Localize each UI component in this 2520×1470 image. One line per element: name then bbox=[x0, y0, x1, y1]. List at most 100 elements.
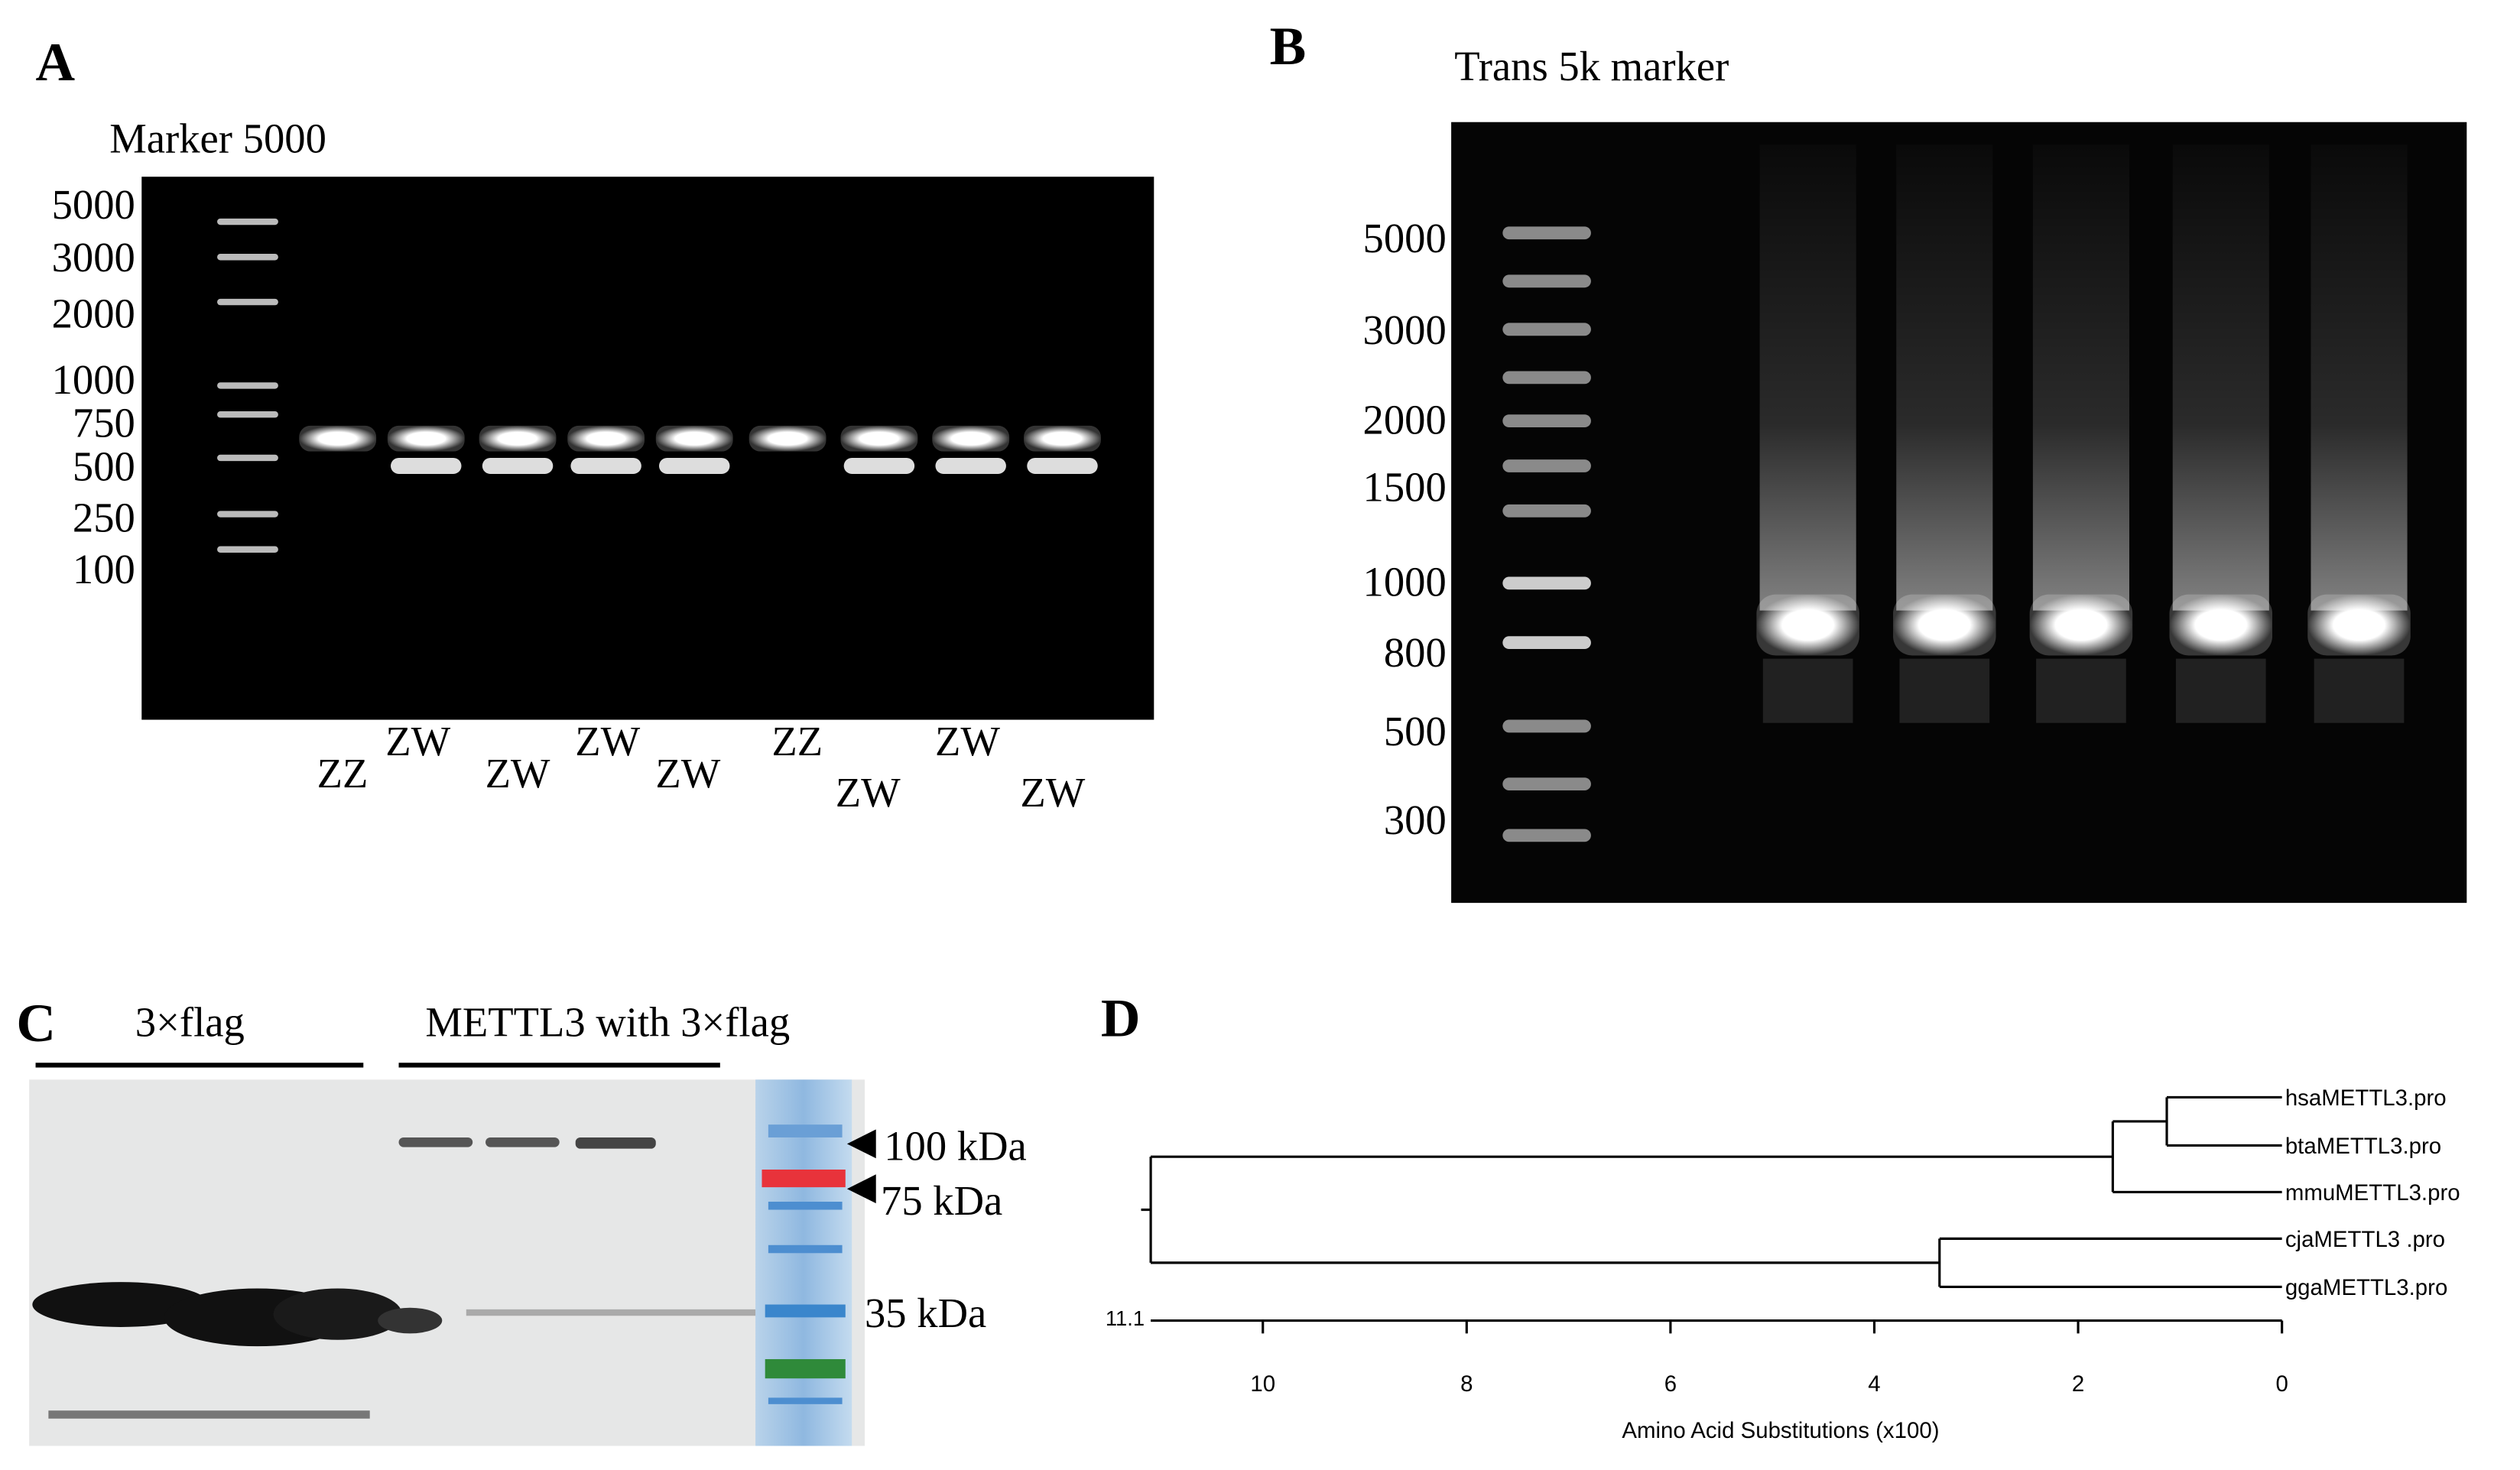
ladder-label: 1500 bbox=[1363, 464, 1447, 511]
x-tick-label: 4 bbox=[1868, 1371, 1880, 1397]
protein-ladder bbox=[755, 1079, 852, 1446]
arrows bbox=[846, 1129, 876, 1204]
ladder-band bbox=[1502, 323, 1591, 336]
ladder-band bbox=[1502, 829, 1591, 842]
dna-band bbox=[567, 425, 645, 452]
ladder-band bbox=[217, 411, 278, 418]
ladder-band bbox=[1502, 719, 1591, 733]
lane-label: ZW bbox=[385, 718, 450, 764]
ladder-band bbox=[1502, 274, 1591, 288]
x-tick-label: 8 bbox=[1460, 1371, 1473, 1397]
panel-label: D bbox=[1101, 988, 1141, 1049]
x-tick-label: 2 bbox=[2072, 1371, 2084, 1397]
leaf-label: cjaMETTL3 .pro bbox=[2285, 1227, 2445, 1252]
size-label: 100 kDa bbox=[884, 1122, 1027, 1169]
leaf-label: btaMETTL3.pro bbox=[2285, 1134, 2441, 1159]
dna-band bbox=[299, 425, 377, 452]
panel-title: Marker 5000 bbox=[109, 115, 326, 162]
lane-label: ZZ bbox=[771, 718, 823, 764]
ladder-band bbox=[1502, 414, 1591, 428]
dna-band bbox=[2029, 594, 2133, 656]
ladder-band bbox=[1502, 459, 1591, 472]
size-label: 75 kDa bbox=[881, 1177, 1002, 1224]
scale-root: 11.1 bbox=[1106, 1306, 1145, 1330]
smear bbox=[2314, 658, 2405, 723]
ladder-label: 100 bbox=[73, 546, 135, 592]
lane-label: ZW bbox=[575, 718, 640, 764]
ladder-band bbox=[1502, 576, 1591, 590]
dna-band bbox=[479, 425, 557, 452]
ladder-label: 1000 bbox=[1363, 559, 1447, 605]
ladder-band bbox=[1502, 777, 1591, 791]
smear bbox=[2172, 144, 2269, 611]
smear bbox=[2311, 144, 2408, 611]
ladder-band bbox=[217, 546, 278, 553]
dna-band bbox=[655, 425, 733, 452]
ladder-label: 750 bbox=[73, 400, 135, 446]
ladder-band bbox=[1502, 636, 1591, 650]
dna-band bbox=[570, 457, 641, 474]
smear bbox=[2036, 658, 2126, 723]
ladder-label: 2000 bbox=[1363, 396, 1447, 443]
ladder-label: 3000 bbox=[52, 234, 135, 281]
group-label: METTL3 with 3×flag bbox=[425, 999, 790, 1046]
ladder-label: 300 bbox=[1384, 797, 1447, 843]
dna-band bbox=[391, 457, 462, 474]
dna-band bbox=[658, 457, 730, 474]
dna-band bbox=[1024, 425, 1101, 452]
dna-band bbox=[2307, 594, 2411, 656]
lane-label: ZZ bbox=[317, 750, 369, 797]
lane-label: ZW bbox=[836, 769, 901, 816]
dna-band bbox=[749, 425, 826, 452]
ladder-band bbox=[1502, 504, 1591, 518]
dna-band bbox=[1027, 457, 1098, 474]
ladder-label: 1000 bbox=[52, 356, 135, 403]
dna-band bbox=[843, 457, 915, 474]
lane-label: ZW bbox=[935, 718, 1000, 764]
x-tick-label: 0 bbox=[2275, 1371, 2288, 1397]
leaf-label: mmuMETTL3.pro bbox=[2285, 1180, 2460, 1206]
ladder-band bbox=[217, 218, 278, 226]
ladder-label: 500 bbox=[73, 443, 135, 489]
leaf-label: hsaMETTL3.pro bbox=[2285, 1085, 2447, 1111]
panel-label: B bbox=[1270, 16, 1307, 76]
dna-band bbox=[935, 457, 1006, 474]
ladder-band bbox=[217, 254, 278, 261]
blot bbox=[29, 1079, 865, 1446]
smear bbox=[1759, 144, 1856, 611]
lane-label: ZW bbox=[655, 750, 720, 797]
ladder-band bbox=[217, 454, 278, 462]
size-label: 35 kDa bbox=[865, 1290, 986, 1336]
ladder-label: 2000 bbox=[52, 290, 135, 337]
ladder-band bbox=[217, 298, 278, 306]
dna-band bbox=[1893, 594, 1996, 656]
ladder-label: 3000 bbox=[1363, 307, 1447, 353]
smear bbox=[1896, 144, 1993, 611]
lane-label: ZW bbox=[1020, 769, 1085, 816]
smear bbox=[1762, 658, 1853, 723]
dna-band bbox=[2169, 594, 2273, 656]
axis-title: Amino Acid Substitutions (x100) bbox=[1622, 1418, 1939, 1443]
ladder-label: 800 bbox=[1384, 629, 1447, 676]
ladder-label: 250 bbox=[73, 495, 135, 541]
panel-title: Trans 5k marker bbox=[1454, 43, 1729, 89]
lane-label: ZW bbox=[485, 750, 550, 797]
ladder-label: 5000 bbox=[52, 181, 135, 228]
blot-bands bbox=[32, 1124, 846, 1419]
dna-band bbox=[1756, 594, 1859, 656]
panel-label: A bbox=[36, 32, 76, 92]
ladder-band bbox=[217, 382, 278, 389]
dna-band bbox=[387, 425, 465, 452]
smear bbox=[2175, 658, 2266, 723]
ladder-band bbox=[1502, 226, 1591, 240]
ladder-band bbox=[1502, 371, 1591, 385]
ladder-label: 5000 bbox=[1363, 215, 1447, 261]
dna-band bbox=[840, 425, 918, 452]
smear bbox=[2032, 144, 2129, 611]
dna-band bbox=[482, 457, 554, 474]
ladder-band bbox=[217, 511, 278, 518]
dna-band bbox=[932, 425, 1010, 452]
group-label: 3×flag bbox=[135, 999, 245, 1046]
leaf-label: ggaMETTL3.pro bbox=[2285, 1275, 2447, 1300]
